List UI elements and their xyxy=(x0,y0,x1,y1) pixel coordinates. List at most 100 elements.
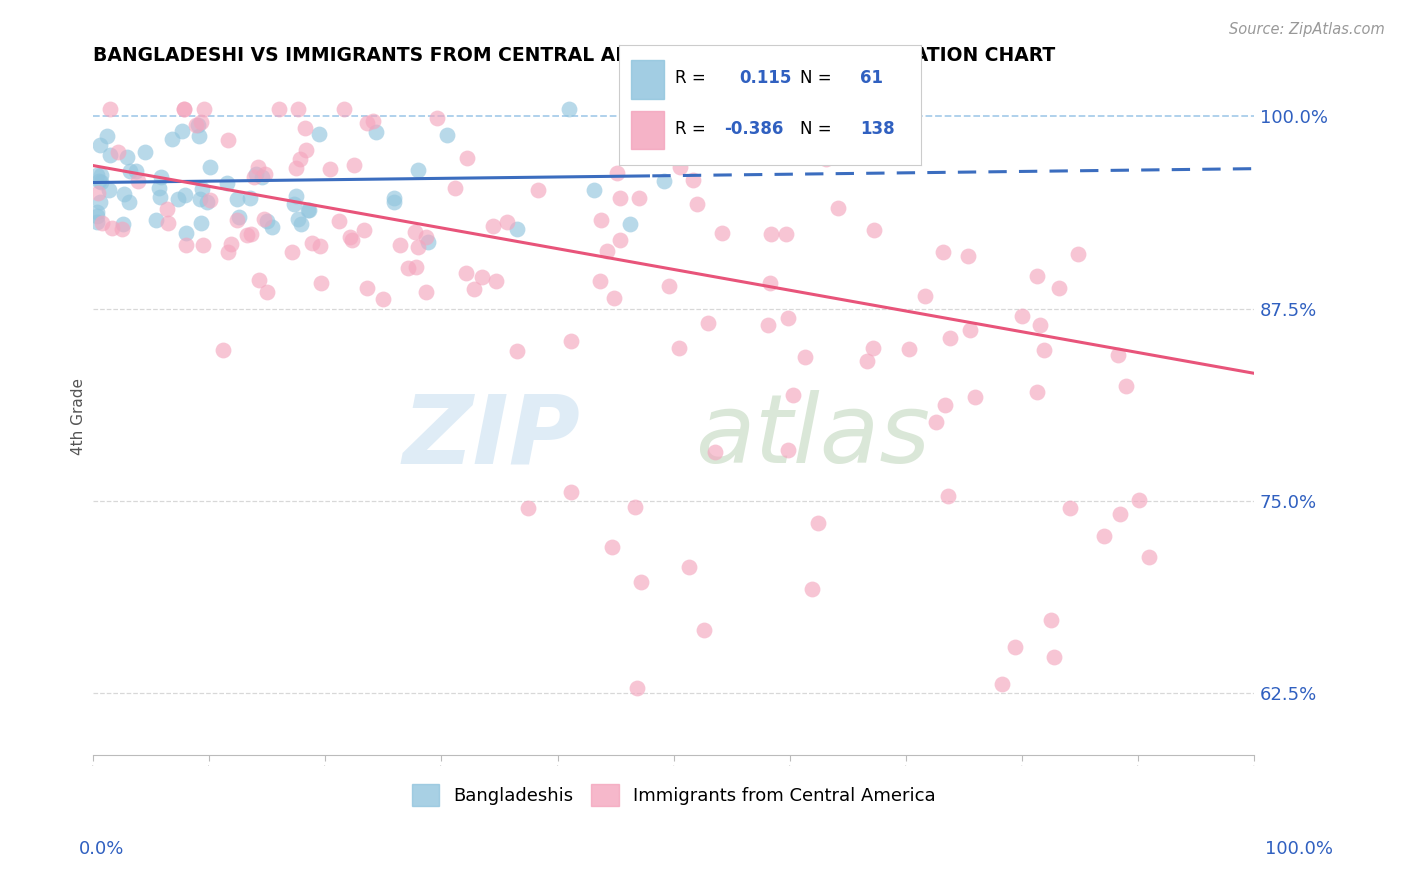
Point xyxy=(90,175,112,189)
Point xyxy=(652,174,675,188)
Point xyxy=(134,145,156,160)
Point xyxy=(117,150,139,164)
Text: 61: 61 xyxy=(860,70,883,87)
Point xyxy=(526,183,548,197)
Point xyxy=(364,125,387,139)
Point xyxy=(1047,281,1070,295)
Point xyxy=(505,344,527,359)
Point xyxy=(658,279,681,293)
Point xyxy=(333,102,356,116)
Text: N =: N = xyxy=(800,70,837,87)
Point xyxy=(187,118,209,132)
Point xyxy=(96,128,118,143)
Point xyxy=(630,574,652,589)
Point xyxy=(609,233,631,247)
Point xyxy=(775,227,797,241)
Point xyxy=(288,152,311,166)
Point xyxy=(217,176,239,190)
Point xyxy=(1026,268,1049,283)
Point xyxy=(97,183,120,197)
Point xyxy=(212,343,235,358)
Point xyxy=(226,213,249,227)
Point xyxy=(776,443,799,458)
Point xyxy=(560,334,582,348)
Point xyxy=(184,118,207,132)
Point xyxy=(297,202,319,217)
Point xyxy=(959,323,981,337)
Point xyxy=(609,191,631,205)
Point xyxy=(456,151,478,165)
Point xyxy=(256,214,278,228)
Point xyxy=(174,238,197,252)
Point xyxy=(668,341,690,355)
Point xyxy=(260,219,283,234)
Point xyxy=(481,219,503,233)
Point xyxy=(356,281,378,295)
Point xyxy=(898,342,921,356)
Point xyxy=(190,217,212,231)
Point xyxy=(991,676,1014,690)
Text: 0.0%: 0.0% xyxy=(79,840,124,858)
Point xyxy=(301,235,323,250)
Point xyxy=(626,681,648,695)
Point xyxy=(156,215,179,229)
Point xyxy=(1011,310,1033,324)
Point xyxy=(319,162,342,177)
Text: atlas: atlas xyxy=(696,390,931,483)
Point xyxy=(90,168,112,182)
Point xyxy=(782,388,804,402)
Point xyxy=(404,225,426,239)
Point xyxy=(704,444,727,458)
Point xyxy=(1059,501,1081,516)
Point xyxy=(290,217,312,231)
Point xyxy=(1137,549,1160,564)
Point xyxy=(761,227,783,241)
Point xyxy=(827,201,849,215)
Point xyxy=(86,168,108,182)
Point xyxy=(239,227,262,241)
Point xyxy=(283,197,305,211)
Point xyxy=(963,391,986,405)
Point xyxy=(287,102,309,116)
Point xyxy=(89,137,111,152)
Text: R =: R = xyxy=(675,120,710,138)
Point xyxy=(1107,347,1129,361)
Point xyxy=(758,318,780,332)
Point xyxy=(86,215,108,229)
Point xyxy=(160,132,183,146)
Point xyxy=(711,226,734,240)
Point xyxy=(219,236,242,251)
Point xyxy=(156,202,179,216)
Point xyxy=(287,212,309,227)
Point xyxy=(506,222,529,236)
Point xyxy=(1128,493,1150,508)
Point xyxy=(125,164,148,178)
Point xyxy=(256,285,278,300)
Point xyxy=(174,188,197,202)
Text: Source: ZipAtlas.com: Source: ZipAtlas.com xyxy=(1229,22,1385,37)
Point xyxy=(150,170,173,185)
Point xyxy=(924,415,946,429)
Text: N =: N = xyxy=(800,120,837,138)
Point xyxy=(1115,379,1137,393)
Point xyxy=(308,239,330,253)
Point xyxy=(936,489,959,503)
Point xyxy=(1108,508,1130,522)
Point xyxy=(456,266,478,280)
Point xyxy=(87,174,110,188)
Point xyxy=(308,128,330,142)
Point xyxy=(1029,318,1052,332)
Point xyxy=(382,191,405,205)
Point xyxy=(217,244,239,259)
Point xyxy=(191,238,214,252)
Point xyxy=(117,195,139,210)
Point xyxy=(86,210,108,224)
Point xyxy=(245,167,267,181)
Point xyxy=(693,623,716,637)
Point xyxy=(678,560,700,574)
Point xyxy=(956,249,979,263)
Point xyxy=(111,222,134,236)
Point xyxy=(415,285,437,299)
Point xyxy=(685,196,707,211)
Point xyxy=(173,102,195,116)
